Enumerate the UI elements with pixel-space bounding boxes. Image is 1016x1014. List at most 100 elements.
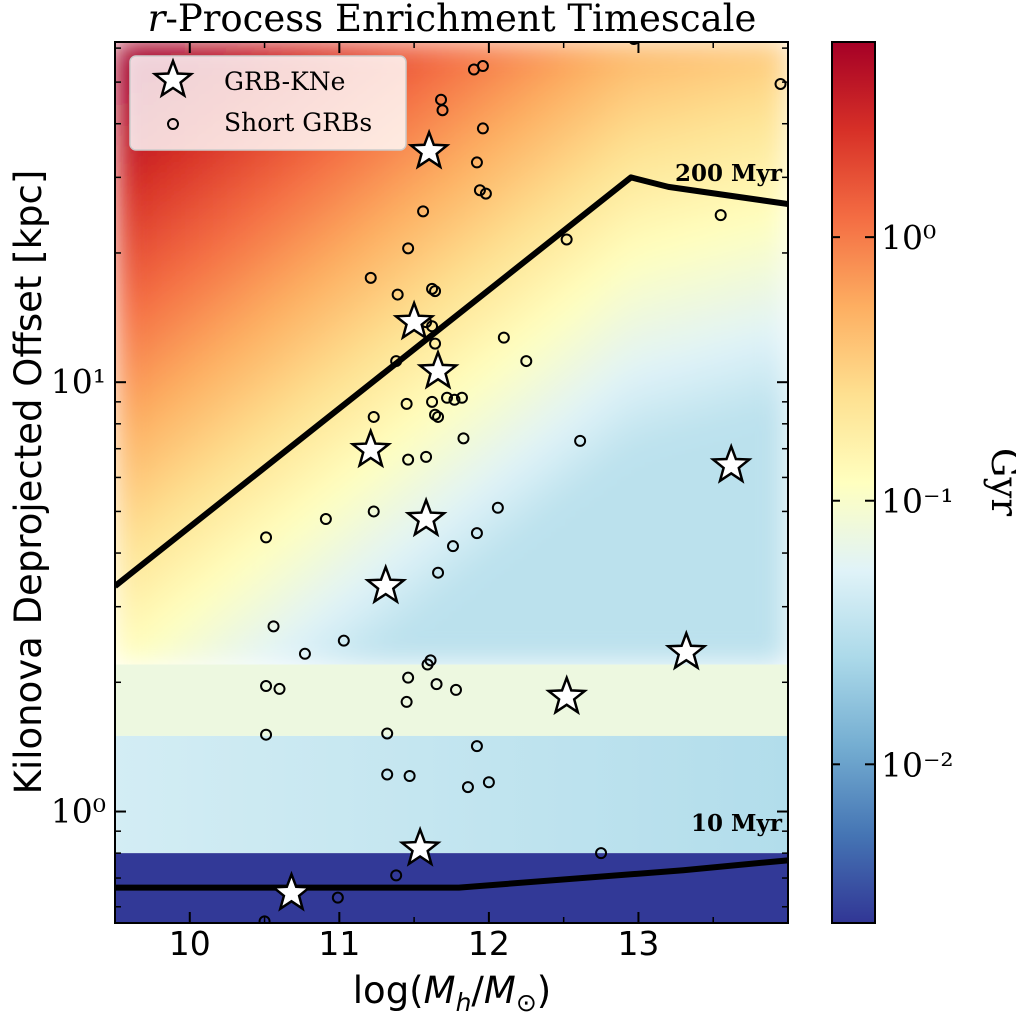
heatmap-cell [521, 124, 537, 136]
heatmap-cell [324, 300, 340, 313]
heatmap-cell [675, 342, 691, 354]
heatmap-cell [605, 632, 621, 645]
heatmap-cell [479, 342, 495, 354]
heatmap-cell [451, 612, 467, 624]
heatmap-cell [535, 518, 551, 531]
heatmap-cell [703, 83, 719, 95]
heatmap-cell [465, 290, 481, 302]
heatmap-cell [198, 207, 214, 219]
heatmap-cell [254, 477, 270, 489]
heatmap-cell [380, 186, 396, 199]
heatmap-cell [633, 42, 649, 53]
heatmap-cell [591, 342, 607, 354]
heatmap-cell [465, 124, 481, 136]
heatmap-cell [535, 332, 551, 344]
heatmap-cell [366, 321, 382, 334]
heatmap-cell [380, 238, 396, 251]
heatmap-cell [759, 207, 775, 219]
heatmap-cell [465, 632, 481, 645]
heatmap-cell [465, 446, 481, 458]
heatmap-cell [296, 311, 312, 323]
short-grb-point [267, 620, 280, 633]
heatmap-cell [240, 311, 256, 323]
heatmap-cell [451, 487, 467, 500]
heatmap-cell [465, 311, 481, 323]
heatmap-cell [212, 622, 228, 634]
heatmap-cell [465, 612, 481, 624]
heatmap-cell [198, 228, 214, 240]
heatmap-cell [422, 249, 438, 261]
heatmap-cell [282, 653, 298, 666]
heatmap-cell [268, 446, 284, 458]
heatmap-cell [591, 643, 607, 655]
heatmap-cell [268, 176, 284, 188]
heatmap-cell [380, 394, 396, 406]
heatmap-cell [310, 342, 326, 354]
heatmap-cell [338, 259, 354, 271]
heatmap-cell [773, 425, 788, 437]
heatmap-cell [773, 103, 788, 116]
x-tick-label: 13 [617, 924, 659, 963]
heatmap-cell [296, 601, 312, 614]
heatmap-cell [479, 332, 495, 344]
heatmap-cell [773, 280, 788, 292]
heatmap-cell [422, 560, 438, 572]
heatmap-cell [128, 207, 144, 219]
heatmap-cell [661, 93, 677, 105]
heatmap-cell [156, 352, 172, 365]
heatmap-cell [380, 42, 396, 53]
heatmap-cell [745, 238, 761, 251]
heatmap-cell [184, 466, 200, 479]
heatmap-cell [282, 539, 298, 551]
heatmap-cell [633, 591, 649, 603]
heatmap-cell [422, 114, 438, 126]
heatmap-cell [661, 415, 677, 427]
heatmap-cell [703, 217, 719, 230]
heatmap-cell [240, 145, 256, 157]
heatmap-cell [535, 342, 551, 354]
heatmap-cell [703, 62, 719, 74]
heatmap-cell [451, 581, 467, 593]
heatmap-cell [521, 155, 537, 168]
heatmap-cell [703, 425, 719, 437]
heatmap-cell [324, 622, 340, 634]
heatmap-cell [170, 166, 186, 178]
heatmap-cell [240, 186, 256, 199]
heatmap-cell [759, 435, 775, 448]
heatmap-cell [731, 176, 747, 188]
heatmap-cell [268, 498, 284, 510]
heatmap-cell [465, 456, 481, 468]
heatmap-cell [226, 383, 242, 396]
heatmap-cell [689, 632, 705, 645]
heatmap-cell [296, 456, 312, 468]
heatmap-cell [422, 352, 438, 365]
heatmap-cell [619, 549, 635, 562]
heatmap-cell [605, 342, 621, 354]
heatmap-cell [507, 425, 523, 437]
short-grb-point [470, 527, 483, 540]
heatmap-cell [759, 290, 775, 302]
heatmap-cell [591, 653, 607, 666]
heatmap-cell [156, 363, 172, 375]
heatmap-cell [436, 186, 452, 199]
heatmap-cell [282, 487, 298, 500]
heatmap-cell [675, 238, 691, 251]
heatmap-cell [394, 155, 410, 168]
heatmap-band [115, 735, 788, 854]
heatmap-cell [577, 332, 593, 344]
heatmap-cell [324, 508, 340, 520]
heatmap-cell [521, 549, 537, 562]
heatmap-cell [451, 591, 467, 603]
heatmap-cell [577, 632, 593, 645]
heatmap-cell [212, 601, 228, 614]
heatmap-cell [479, 311, 495, 323]
heatmap-cell [647, 51, 663, 64]
heatmap-cell [759, 653, 775, 666]
heatmap-cell [591, 176, 607, 188]
heatmap-cell [226, 280, 242, 292]
heatmap-cell [703, 166, 719, 178]
heatmap-cell [324, 145, 340, 157]
heatmap-cell [591, 228, 607, 240]
heatmap-cell [380, 477, 396, 489]
heatmap-cell [156, 176, 172, 188]
